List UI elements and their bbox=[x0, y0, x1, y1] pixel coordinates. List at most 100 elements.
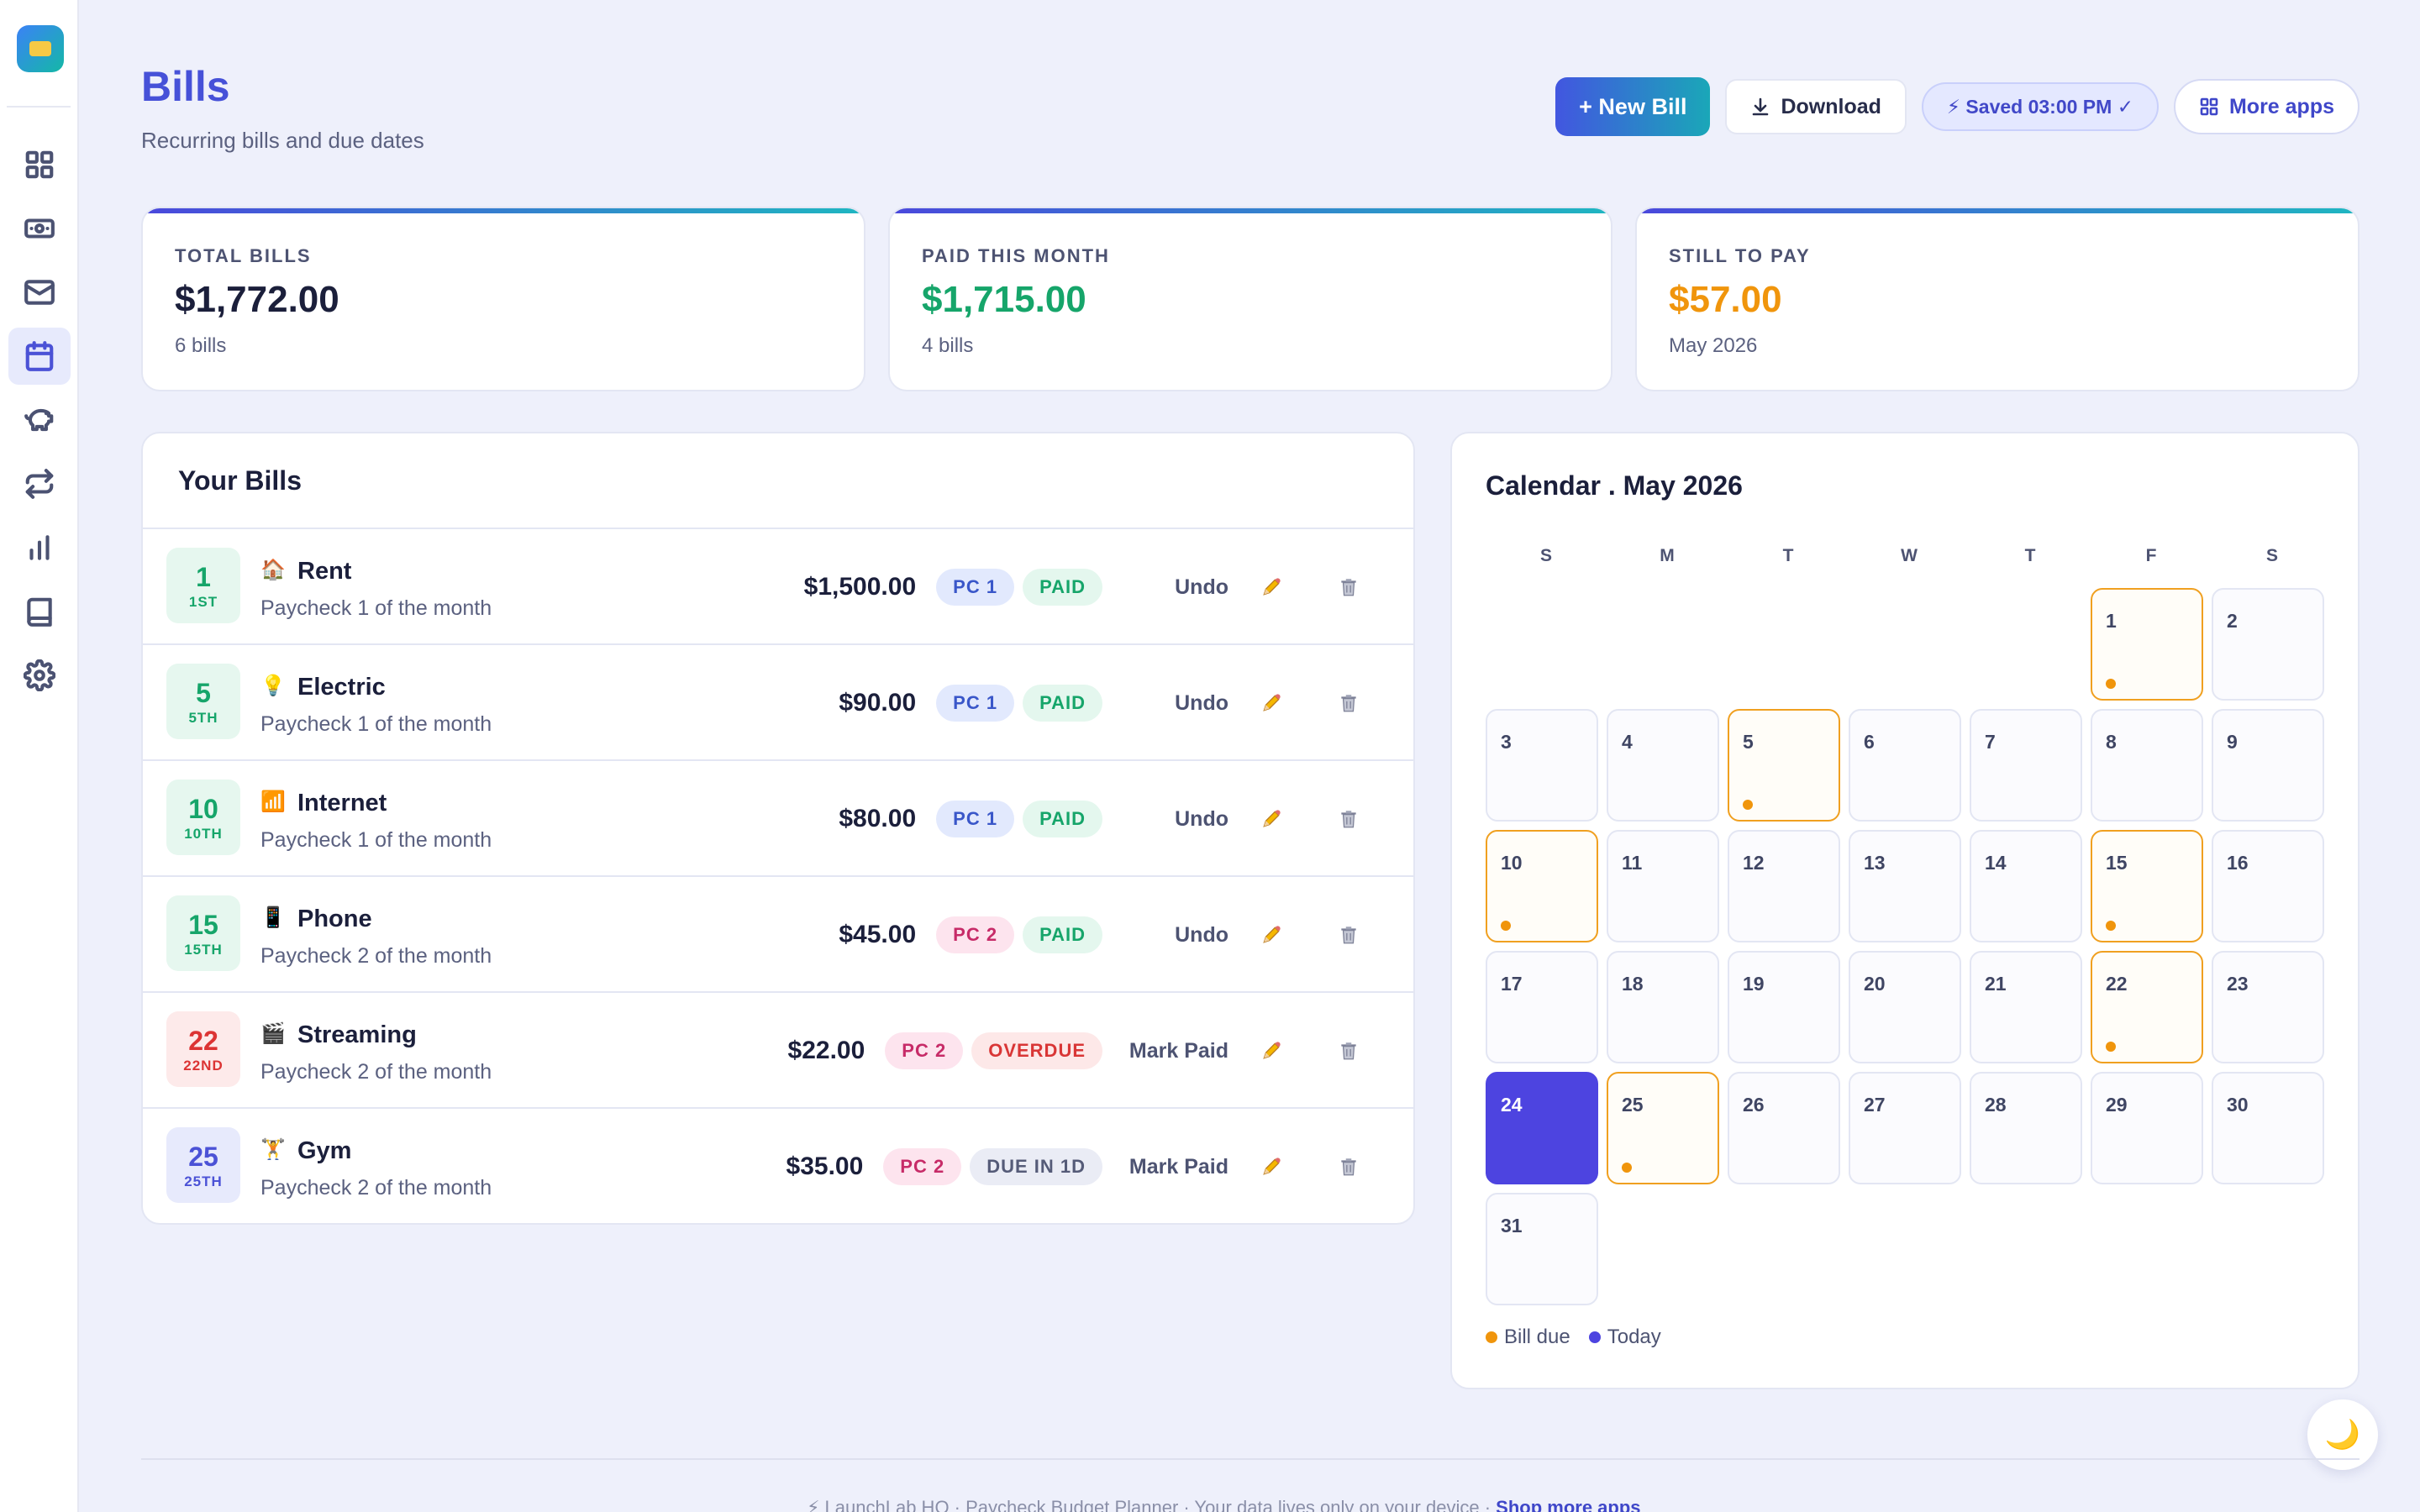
calendar-day[interactable]: 15 bbox=[2091, 830, 2203, 942]
due-day-badge: 25 25TH bbox=[166, 1127, 240, 1203]
stat-card-accent bbox=[890, 208, 1611, 213]
calendar-day[interactable]: 8 bbox=[2091, 709, 2203, 822]
weekday-label: F bbox=[2145, 546, 2157, 565]
sidebar bbox=[0, 0, 79, 1512]
edit-button[interactable] bbox=[1237, 692, 1306, 714]
pencil-icon bbox=[1263, 926, 1281, 943]
bill-row-actions: $80.00 PC 1 PAID Undo bbox=[839, 761, 1383, 877]
sidebar-item-envelopes[interactable] bbox=[8, 264, 71, 321]
calendar-day[interactable]: 12 bbox=[1728, 830, 1840, 942]
bill-name: Electric bbox=[297, 674, 386, 701]
calendar-day-number: 5 bbox=[1743, 731, 1754, 753]
stat-card-paid: PAID THIS MONTH $1,715.00 4 bills bbox=[888, 207, 1612, 391]
calendar-day[interactable]: 4 bbox=[1607, 709, 1719, 822]
new-bill-button[interactable]: + New Bill bbox=[1555, 77, 1711, 136]
shop-more-apps-link[interactable]: Shop more apps bbox=[1496, 1497, 1641, 1512]
sidebar-item-savings[interactable] bbox=[8, 391, 71, 449]
calendar-day[interactable]: 14 bbox=[1970, 830, 2082, 942]
calendar-day[interactable]: 5 bbox=[1728, 709, 1840, 822]
calendar-day[interactable]: 25 bbox=[1607, 1072, 1719, 1184]
calendar-day[interactable]: 2 bbox=[2212, 588, 2324, 701]
calendar-day-number: 1 bbox=[2106, 610, 2117, 632]
calendar-day-number: 24 bbox=[1501, 1094, 1523, 1116]
calendar-day[interactable]: 30 bbox=[2212, 1072, 2324, 1184]
more-apps-button[interactable]: More apps bbox=[2173, 79, 2360, 134]
bill-row: 5 5TH 💡 Electric Paycheck 1 of the month… bbox=[143, 645, 1413, 761]
calendar-day[interactable]: 9 bbox=[2212, 709, 2324, 822]
repeat-icon bbox=[25, 469, 54, 499]
calendar-day[interactable]: 11 bbox=[1607, 830, 1719, 942]
calendar-day[interactable]: 3 bbox=[1486, 709, 1598, 822]
legend-bill-due-label: Bill due bbox=[1504, 1326, 1570, 1348]
delete-button[interactable] bbox=[1314, 1040, 1383, 1062]
sidebar-item-settings[interactable] bbox=[8, 647, 71, 704]
new-bill-label: + New Bill bbox=[1579, 93, 1687, 119]
delete-button[interactable] bbox=[1314, 1156, 1383, 1178]
stat-value: $57.00 bbox=[1669, 279, 1782, 320]
delete-button[interactable] bbox=[1314, 576, 1383, 598]
calendar-day[interactable]: 1 bbox=[2091, 588, 2203, 701]
calendar-day[interactable]: 6 bbox=[1849, 709, 1961, 822]
calendar-day-number: 20 bbox=[1864, 973, 1886, 995]
calendar-day[interactable]: 29 bbox=[2091, 1072, 2203, 1184]
calendar-day[interactable]: 17 bbox=[1486, 951, 1598, 1063]
sidebar-item-income[interactable] bbox=[8, 200, 71, 257]
download-button[interactable]: Download bbox=[1725, 79, 1907, 134]
weekday-label: M bbox=[1660, 546, 1675, 565]
pencil-icon bbox=[1263, 810, 1281, 827]
bill-description: Paycheck 1 of the month bbox=[260, 596, 492, 620]
undo-button[interactable]: Undo bbox=[1175, 806, 1228, 831]
sidebar-item-recurring[interactable] bbox=[8, 455, 71, 512]
bill-category-icon: 💡 bbox=[260, 675, 286, 697]
delete-button[interactable] bbox=[1314, 808, 1383, 830]
paycheck-badge: PC 2 bbox=[885, 1032, 964, 1069]
undo-button[interactable]: Undo bbox=[1175, 690, 1228, 715]
delete-button[interactable] bbox=[1314, 924, 1383, 946]
trash-icon bbox=[1341, 1042, 1356, 1060]
edit-button[interactable] bbox=[1237, 1156, 1306, 1178]
edit-button[interactable] bbox=[1237, 1040, 1306, 1062]
paycheck-badge: PC 1 bbox=[936, 801, 1015, 837]
undo-button[interactable]: Undo bbox=[1175, 922, 1228, 947]
sidebar-item-dashboard[interactable] bbox=[8, 136, 71, 193]
stat-value: $1,715.00 bbox=[922, 279, 1086, 320]
app-logo[interactable] bbox=[17, 25, 64, 72]
edit-button[interactable] bbox=[1237, 576, 1306, 598]
calendar-day-number: 25 bbox=[1622, 1094, 1644, 1116]
bill-amount: $35.00 bbox=[786, 1152, 864, 1180]
calendar-day[interactable]: 24 bbox=[1486, 1072, 1598, 1184]
calendar-day[interactable]: 18 bbox=[1607, 951, 1719, 1063]
calendar-day[interactable]: 13 bbox=[1849, 830, 1961, 942]
calendar-day[interactable]: 19 bbox=[1728, 951, 1840, 1063]
edit-button[interactable] bbox=[1237, 924, 1306, 946]
calendar-day[interactable]: 22 bbox=[2091, 951, 2203, 1063]
bill-name: Rent bbox=[297, 558, 352, 585]
calendar-day[interactable]: 20 bbox=[1849, 951, 1961, 1063]
calendar-day[interactable]: 10 bbox=[1486, 830, 1598, 942]
calendar-day[interactable]: 31 bbox=[1486, 1193, 1598, 1305]
mark-paid-button[interactable]: Mark Paid bbox=[1128, 1154, 1228, 1179]
calendar-day[interactable]: 28 bbox=[1970, 1072, 2082, 1184]
bill-row: 10 10TH 📶 Internet Paycheck 1 of the mon… bbox=[143, 761, 1413, 877]
delete-button[interactable] bbox=[1314, 692, 1383, 714]
sidebar-item-guide[interactable] bbox=[8, 583, 71, 640]
edit-button[interactable] bbox=[1237, 808, 1306, 830]
calendar-day-number: 12 bbox=[1743, 852, 1765, 874]
calendar-day[interactable]: 27 bbox=[1849, 1072, 1961, 1184]
bills-panel: Your Bills 1 1ST 🏠 Rent Paycheck 1 of th… bbox=[141, 432, 1415, 1225]
calendar-day[interactable]: 7 bbox=[1970, 709, 2082, 822]
calendar-day[interactable]: 21 bbox=[1970, 951, 2082, 1063]
calendar-day[interactable]: 26 bbox=[1728, 1072, 1840, 1184]
sidebar-item-reports[interactable] bbox=[8, 519, 71, 576]
due-day-number: 15 bbox=[188, 910, 218, 940]
undo-button[interactable]: Undo bbox=[1175, 575, 1228, 599]
stat-label: PAID THIS MONTH bbox=[922, 245, 1110, 266]
sidebar-item-bills[interactable] bbox=[8, 328, 71, 385]
mark-paid-button[interactable]: Mark Paid bbox=[1128, 1038, 1228, 1063]
weekday-label: W bbox=[1901, 546, 1918, 565]
footer-divider bbox=[141, 1458, 2360, 1460]
bill-category-icon: 🏋 bbox=[260, 1138, 286, 1161]
calendar-day[interactable]: 16 bbox=[2212, 830, 2324, 942]
calendar-day[interactable]: 23 bbox=[2212, 951, 2324, 1063]
